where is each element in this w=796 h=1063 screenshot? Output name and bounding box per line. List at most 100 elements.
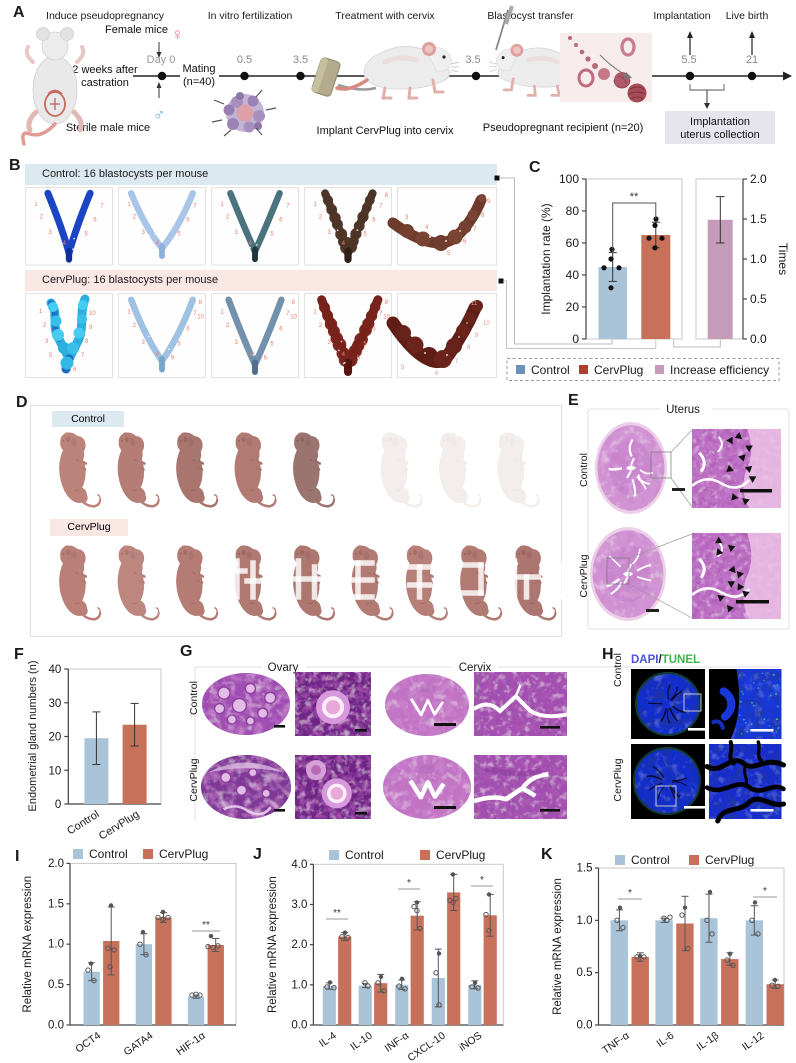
svg-text:4: 4	[342, 241, 346, 247]
svg-text:6: 6	[372, 217, 376, 223]
svg-text:8: 8	[467, 345, 471, 351]
svg-text:4: 4	[249, 241, 253, 247]
svg-text:10: 10	[383, 315, 390, 321]
svg-text:5: 5	[363, 342, 367, 348]
svg-text:8: 8	[481, 213, 485, 219]
svg-text:TNF-α: TNF-α	[600, 1030, 631, 1057]
svg-text:7: 7	[193, 311, 197, 317]
svg-text:♀: ♀	[171, 25, 184, 44]
svg-text:2.0: 2.0	[48, 858, 64, 870]
svg-text:1: 1	[127, 309, 131, 315]
svg-text:1.5: 1.5	[48, 898, 64, 910]
svg-text:castration: castration	[81, 77, 129, 89]
svg-text:Control: Control	[631, 853, 670, 867]
svg-text:Increase efficiency: Increase efficiency	[670, 363, 769, 377]
svg-text:8: 8	[385, 300, 389, 306]
svg-text:Implantation: Implantation	[690, 116, 750, 128]
svg-text:Control: Control	[89, 847, 128, 861]
svg-text:IL-1β: IL-1β	[694, 1030, 721, 1054]
svg-text:7: 7	[193, 203, 197, 209]
svg-text:Endometrial gland numbers (n): Endometrial gland numbers (n)	[27, 660, 39, 811]
svg-text:5: 5	[401, 365, 405, 371]
svg-text:6: 6	[279, 326, 283, 332]
svg-text:0.5: 0.5	[750, 292, 767, 306]
svg-text:♂: ♂	[153, 105, 166, 124]
svg-text:2: 2	[226, 323, 230, 329]
svg-text:**: **	[630, 191, 639, 203]
svg-text:GATA4: GATA4	[122, 1030, 156, 1059]
svg-text:IL-4: IL-4	[317, 1030, 339, 1050]
svg-text:0.0: 0.0	[577, 1020, 593, 1032]
svg-text:CervPlug: CervPlug	[594, 363, 643, 377]
svg-text:6: 6	[93, 217, 97, 223]
svg-text:6: 6	[186, 326, 190, 332]
svg-text:5: 5	[447, 251, 451, 257]
svg-text:Relative mRNA expression: Relative mRNA expression	[22, 876, 34, 1013]
svg-text:2.0: 2.0	[750, 172, 767, 186]
svg-text:6: 6	[186, 217, 190, 223]
svg-text:CXCL-10: CXCL-10	[405, 1030, 447, 1063]
svg-text:100: 100	[559, 172, 579, 186]
svg-text:Day 0: Day 0	[147, 54, 176, 66]
svg-text:*: *	[407, 878, 411, 889]
svg-text:60: 60	[566, 236, 580, 250]
svg-text:4: 4	[156, 352, 160, 358]
svg-text:6: 6	[73, 367, 77, 373]
svg-text:Times: Times	[776, 243, 790, 275]
svg-text:1.0: 1.0	[48, 939, 64, 951]
svg-text:6: 6	[435, 371, 439, 377]
svg-text:Uterus: Uterus	[666, 404, 700, 416]
svg-text:8: 8	[292, 300, 296, 306]
svg-text:7: 7	[81, 353, 85, 359]
svg-text:**: **	[202, 920, 210, 931]
svg-text:3: 3	[235, 340, 239, 346]
svg-text:4: 4	[156, 241, 160, 247]
svg-text:7: 7	[455, 359, 459, 365]
svg-text:1: 1	[127, 201, 131, 207]
svg-text:9: 9	[487, 199, 491, 205]
svg-text:CervPlug: CervPlug	[159, 847, 208, 861]
svg-text:6: 6	[264, 355, 268, 361]
svg-text:10: 10	[290, 315, 297, 321]
svg-text:10: 10	[89, 311, 96, 317]
svg-text:3.0: 3.0	[291, 899, 307, 911]
svg-text:INF-α: INF-α	[383, 1030, 412, 1055]
svg-text:Mating: Mating	[182, 63, 215, 75]
svg-text:uterus collection: uterus collection	[680, 129, 760, 141]
svg-text:7: 7	[286, 311, 290, 317]
svg-text:3: 3	[142, 230, 146, 236]
svg-text:4: 4	[63, 241, 67, 247]
svg-text:HIF-1α: HIF-1α	[174, 1030, 207, 1058]
svg-text:Sterile male mice: Sterile male mice	[66, 122, 150, 134]
svg-text:CervPlug: CervPlug	[436, 848, 485, 862]
svg-text:2 weeks after: 2 weeks after	[72, 64, 138, 76]
svg-text:*: *	[480, 875, 484, 886]
svg-text:40: 40	[49, 664, 62, 676]
svg-text:3.5: 3.5	[465, 54, 480, 66]
svg-text:9: 9	[171, 355, 175, 361]
svg-text:1.5: 1.5	[577, 863, 593, 875]
svg-text:40: 40	[566, 268, 580, 282]
svg-text:9: 9	[475, 333, 479, 339]
svg-text:OCT4: OCT4	[73, 1030, 103, 1056]
svg-text:8: 8	[85, 339, 89, 345]
svg-text:8: 8	[385, 193, 389, 199]
svg-text:4: 4	[249, 352, 253, 358]
svg-text:iNOS: iNOS	[457, 1030, 484, 1054]
svg-text:1.0: 1.0	[750, 252, 767, 266]
svg-text:2: 2	[43, 323, 47, 329]
svg-text:5: 5	[84, 231, 88, 237]
svg-text:IL-12: IL-12	[740, 1030, 767, 1054]
svg-text:0.0: 0.0	[750, 332, 767, 346]
svg-text:10: 10	[197, 315, 204, 321]
svg-text:Control: Control	[531, 363, 570, 377]
svg-text:5: 5	[49, 353, 53, 359]
svg-text:1.5: 1.5	[750, 212, 767, 226]
svg-text:5: 5	[177, 231, 181, 237]
svg-text:Cervix: Cervix	[459, 662, 492, 674]
svg-text:3: 3	[405, 215, 409, 221]
svg-text:Ovary: Ovary	[268, 662, 299, 674]
svg-text:30: 30	[49, 698, 62, 710]
svg-text:4: 4	[425, 225, 429, 231]
svg-text:**: **	[333, 908, 341, 919]
